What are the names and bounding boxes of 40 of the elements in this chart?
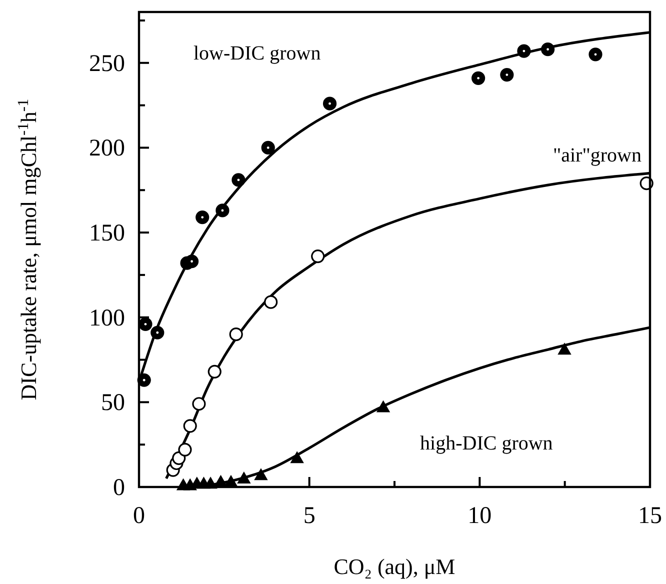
point bbox=[150, 326, 164, 340]
point bbox=[138, 317, 152, 331]
point bbox=[196, 210, 210, 224]
series-label: "air"grown bbox=[552, 144, 642, 166]
point bbox=[216, 204, 230, 218]
point bbox=[264, 295, 278, 309]
x-tick-label: 0 bbox=[133, 503, 145, 529]
y-tick-label: 50 bbox=[101, 390, 125, 416]
point bbox=[311, 249, 325, 264]
point bbox=[229, 328, 243, 342]
point bbox=[322, 96, 337, 110]
point bbox=[290, 452, 304, 464]
point bbox=[232, 173, 246, 187]
point bbox=[185, 254, 199, 268]
point bbox=[517, 44, 531, 58]
y-tick-label: 250 bbox=[89, 50, 125, 77]
x-tick-label: 15 bbox=[638, 503, 662, 529]
point bbox=[500, 68, 514, 82]
point bbox=[558, 343, 571, 355]
point bbox=[472, 71, 486, 85]
point bbox=[588, 48, 602, 62]
y-tick-label: 100 bbox=[89, 305, 125, 332]
point bbox=[192, 397, 206, 411]
y-tick-label: 200 bbox=[89, 136, 125, 162]
point bbox=[261, 140, 275, 155]
point bbox=[237, 472, 250, 484]
point bbox=[183, 419, 197, 433]
point bbox=[178, 442, 192, 456]
series-label: low-DIC grown bbox=[194, 42, 321, 64]
point bbox=[376, 400, 390, 412]
x-axis-title: CO₂ (aq), μM bbox=[334, 554, 456, 579]
x-tick-label: 10 bbox=[468, 503, 492, 529]
y-tick-label: 150 bbox=[89, 220, 125, 247]
point bbox=[208, 364, 222, 378]
point bbox=[137, 373, 151, 387]
x-tick-label: 5 bbox=[303, 503, 316, 529]
point bbox=[254, 468, 268, 480]
point bbox=[541, 42, 555, 56]
y-tick-label: 0 bbox=[113, 475, 125, 501]
series-label: high-DIC grown bbox=[420, 432, 553, 455]
